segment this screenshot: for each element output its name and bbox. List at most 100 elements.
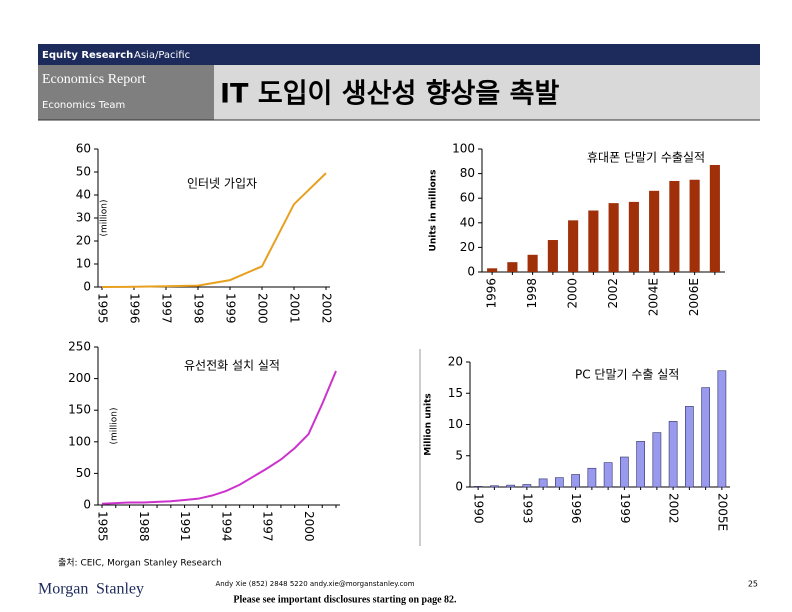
- y-tick-label: 80: [460, 166, 475, 180]
- x-tick-label: 2002: [667, 493, 681, 524]
- x-tick-label: 1993: [520, 493, 534, 524]
- y-axis-label: Units in millions: [429, 170, 439, 252]
- y-tick-label: 150: [68, 403, 91, 417]
- bar: [608, 203, 619, 272]
- chart-title: 휴대폰 단말기 수출실적: [587, 151, 705, 165]
- logo: Stanley: [96, 581, 144, 598]
- bar: [709, 164, 720, 272]
- bar: [522, 484, 532, 488]
- bar: [538, 478, 548, 488]
- y-tick-label: 40: [460, 215, 475, 229]
- bar: [506, 484, 515, 488]
- logo: Morgan: [38, 581, 88, 598]
- line: [101, 370, 337, 505]
- y-tick-label: 0: [83, 280, 91, 294]
- annotation: 유선전화 설치 실적: [184, 359, 280, 373]
- x-tick-label: 2006E: [687, 278, 701, 316]
- division: Equity Research: [42, 50, 133, 61]
- bar: [649, 190, 660, 272]
- x-tick-label: 1998: [525, 278, 539, 309]
- y-tick-label: 100: [68, 434, 91, 448]
- x-tick-label: 2002: [320, 293, 334, 324]
- bar: [669, 180, 680, 272]
- x-tick-label: 1999: [618, 493, 632, 524]
- bar: [689, 179, 700, 272]
- bar: [685, 406, 694, 488]
- bar: [603, 462, 613, 488]
- y-tick-label: 200: [68, 371, 91, 385]
- x-tick-label: 2002: [606, 278, 620, 309]
- title-block: [214, 65, 760, 120]
- bar: [490, 485, 499, 488]
- x-tick-label: 1996: [128, 293, 142, 324]
- y-tick-label: 20: [76, 234, 91, 248]
- bar: [473, 486, 483, 488]
- bar: [628, 201, 639, 272]
- y-tick-label: 5: [455, 448, 463, 462]
- y-tick-label: 0: [83, 498, 91, 512]
- x-tick-label: 2005E: [715, 493, 729, 531]
- chart-title: PC 단말기 수출 실적: [575, 368, 679, 382]
- y-axis-label: (million): [100, 199, 110, 236]
- y-tick-label: 15: [448, 386, 463, 400]
- contact: Andy Xie (852) 2848 5220 andy.xie@morgan…: [215, 580, 414, 588]
- x-tick-label: 1995: [96, 293, 110, 324]
- x-tick-label: 2000: [302, 511, 316, 542]
- x-tick-label: 2004E: [647, 278, 661, 316]
- x-tick-label: 1985: [96, 511, 110, 542]
- y-tick-label: 250: [68, 340, 91, 354]
- bar: [701, 387, 710, 488]
- x-tick-label: 1999: [224, 293, 238, 324]
- y-tick-label: 20: [460, 240, 475, 254]
- bar: [587, 467, 597, 488]
- header-bar: [38, 44, 760, 65]
- report-name: Economics Report: [42, 72, 146, 87]
- annotation: 인터넷 가입자: [187, 177, 257, 191]
- report-block: [38, 65, 214, 120]
- x-tick-label: 2001: [288, 293, 302, 324]
- x-tick-label: 2000: [256, 293, 270, 324]
- y-tick-label: 10: [448, 417, 463, 431]
- bar: [668, 421, 678, 488]
- x-tick-label: 1997: [160, 293, 174, 324]
- bar: [571, 474, 580, 488]
- bar: [527, 254, 538, 272]
- y-tick-label: 60: [76, 142, 91, 156]
- x-tick-label: 1996: [569, 493, 583, 524]
- y-tick-label: 30: [76, 211, 91, 225]
- page-title: IT 도입이 생산성 향상을 촉발: [220, 79, 559, 110]
- bar: [717, 370, 727, 488]
- region: Asia/Pacific: [134, 50, 190, 61]
- disclosure: Please see important disclosures startin…: [233, 594, 457, 605]
- x-tick-label: 1996: [485, 278, 499, 309]
- y-tick-label: 50: [76, 466, 91, 480]
- y-tick-label: 60: [460, 191, 475, 205]
- bar: [487, 268, 498, 272]
- y-tick-label: 0: [467, 265, 475, 279]
- bar: [620, 456, 629, 488]
- bar: [568, 220, 579, 272]
- x-tick-label: 1998: [192, 293, 206, 324]
- bar: [636, 441, 645, 488]
- y-tick-label: 40: [76, 188, 91, 202]
- bar: [555, 477, 564, 488]
- x-tick-label: 1990: [472, 493, 486, 524]
- page-number: 25: [748, 580, 758, 589]
- bar: [507, 262, 518, 272]
- x-tick-label: 1994: [219, 511, 233, 542]
- x-tick-label: 1991: [178, 511, 192, 542]
- source: 출처: CEIC, Morgan Stanley Research: [58, 557, 222, 569]
- y-tick-label: 20: [448, 355, 463, 369]
- y-tick-label: 100: [452, 142, 475, 156]
- bar: [588, 210, 599, 272]
- x-tick-label: 2000: [566, 278, 580, 309]
- y-tick-label: 0: [455, 480, 463, 494]
- y-tick-label: 10: [76, 257, 91, 271]
- y-axis-label: (million): [110, 407, 120, 444]
- y-axis-label: Million units: [424, 393, 434, 456]
- x-tick-label: 1988: [137, 511, 151, 542]
- line: [101, 172, 327, 288]
- bar: [547, 240, 558, 272]
- team: Economics Team: [42, 100, 125, 111]
